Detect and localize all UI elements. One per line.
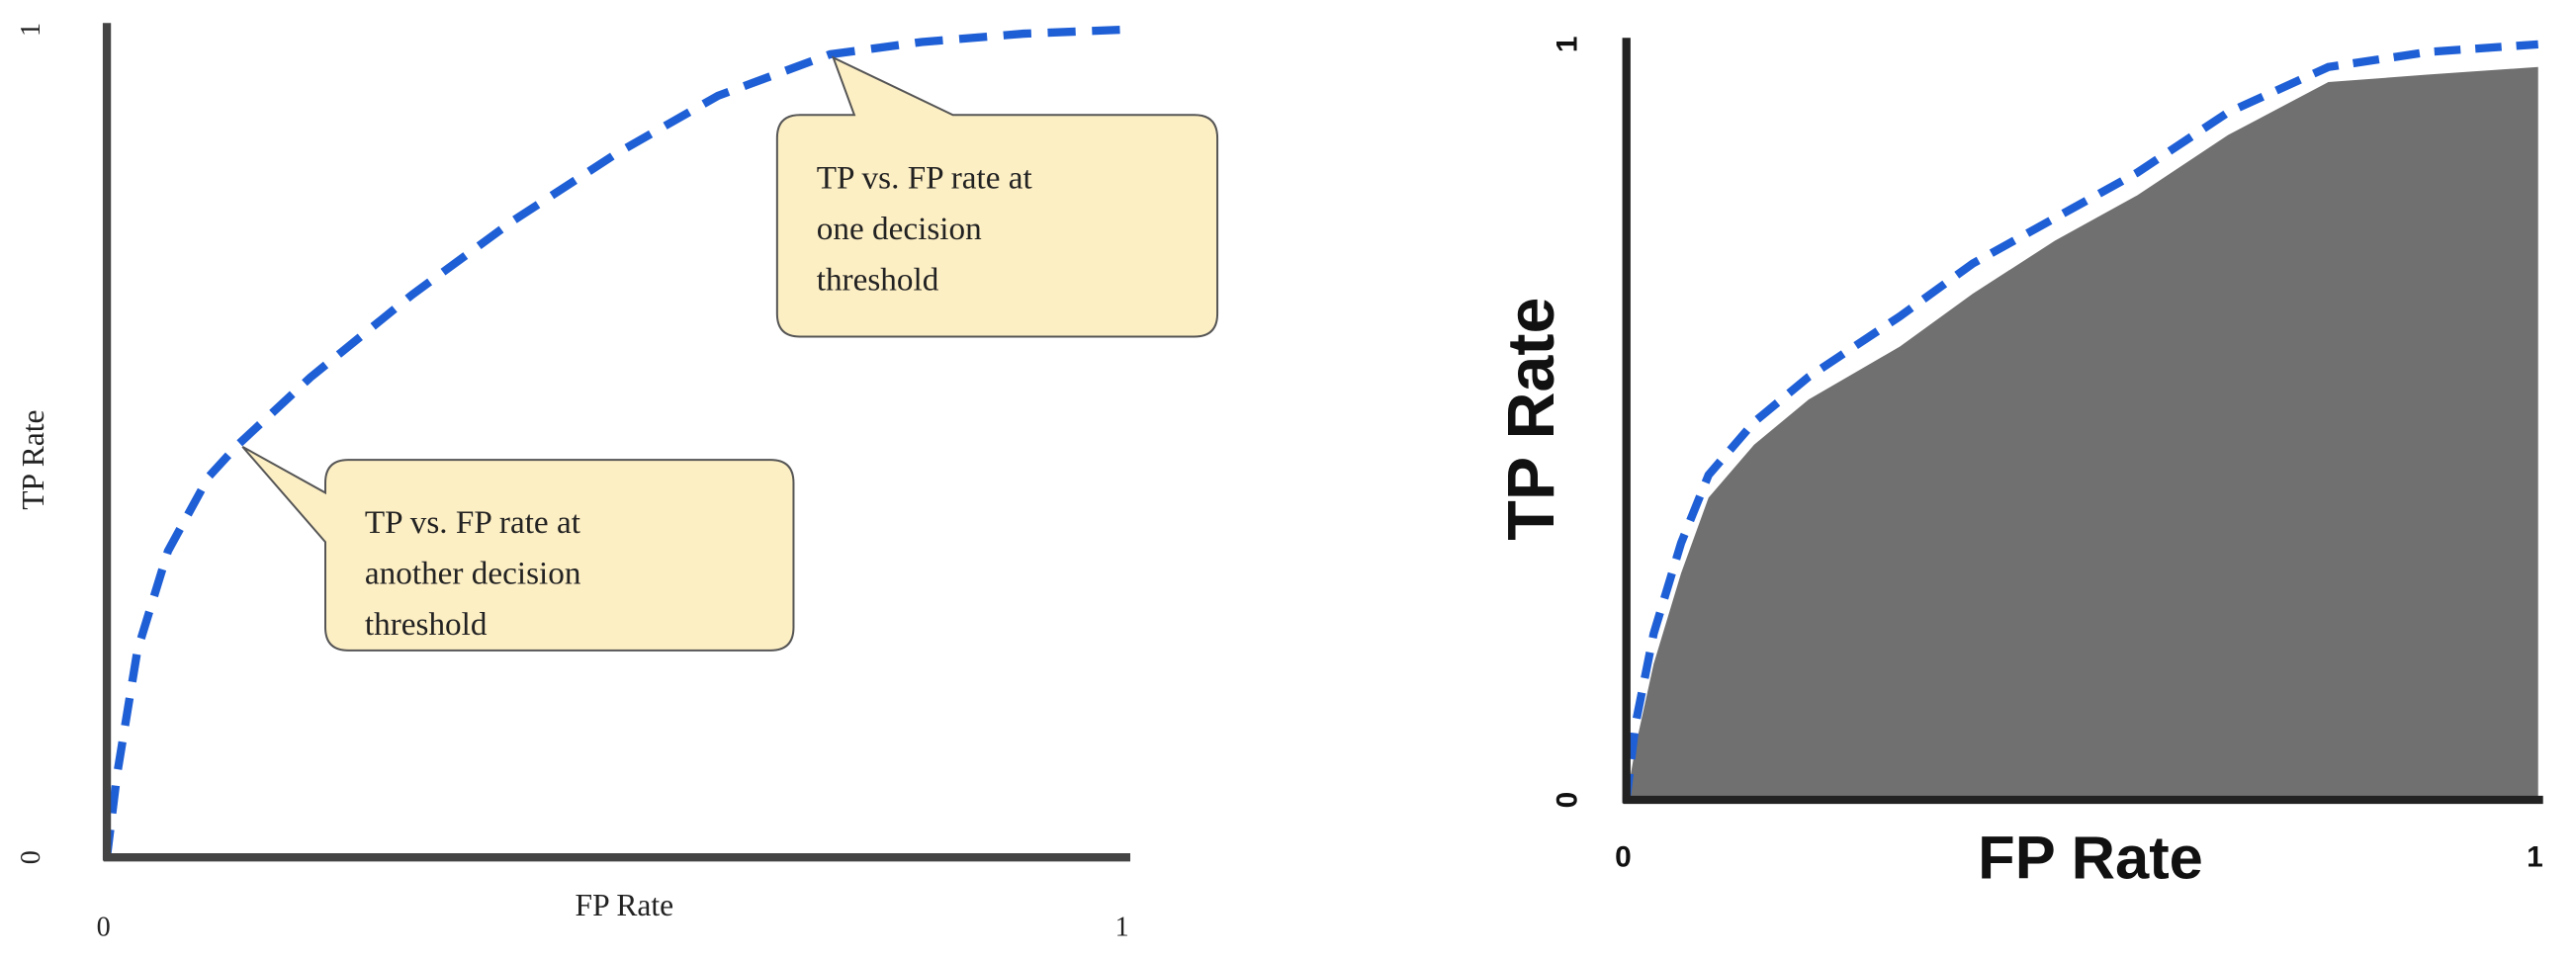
y-tick-label: 0 <box>16 850 46 864</box>
chart-left: 0 1 0 1 FP Rate TP Rate TP vs. FP rate at one d… <box>16 23 1219 943</box>
callout-text: threshold <box>817 261 939 298</box>
x-tick-label: 1 <box>1115 913 1129 943</box>
x-tick-label: 0 <box>97 913 111 943</box>
y-axis-label: TP Rate <box>1495 298 1568 541</box>
roc-curve <box>1622 40 2538 801</box>
callout-text: TP vs. FP rate at <box>365 504 581 541</box>
x-tick-label: 0 <box>1615 841 1632 874</box>
callout-text: threshold <box>365 606 488 643</box>
callout-text: TP vs. FP rate at <box>817 159 1033 196</box>
y-axis-label: TP Rate <box>16 409 50 509</box>
callout-text: one decision <box>817 211 982 247</box>
y-tick-label: 1 <box>1551 37 1583 53</box>
callout <box>775 55 1219 338</box>
y-tick-label: 1 <box>16 23 46 37</box>
callout <box>241 445 795 652</box>
callout-text: another decision <box>365 556 581 592</box>
x-tick-label: 1 <box>2527 841 2543 874</box>
roc-curve <box>102 25 1126 858</box>
y-tick-label: 0 <box>1551 792 1583 809</box>
chart-right: 0 1 0 1 FP Rate TP Rate <box>1495 37 2543 893</box>
x-axis-label: FP Rate <box>1978 824 2203 892</box>
x-axis-label: FP Rate <box>576 888 674 922</box>
auc-area <box>1626 66 2538 801</box>
